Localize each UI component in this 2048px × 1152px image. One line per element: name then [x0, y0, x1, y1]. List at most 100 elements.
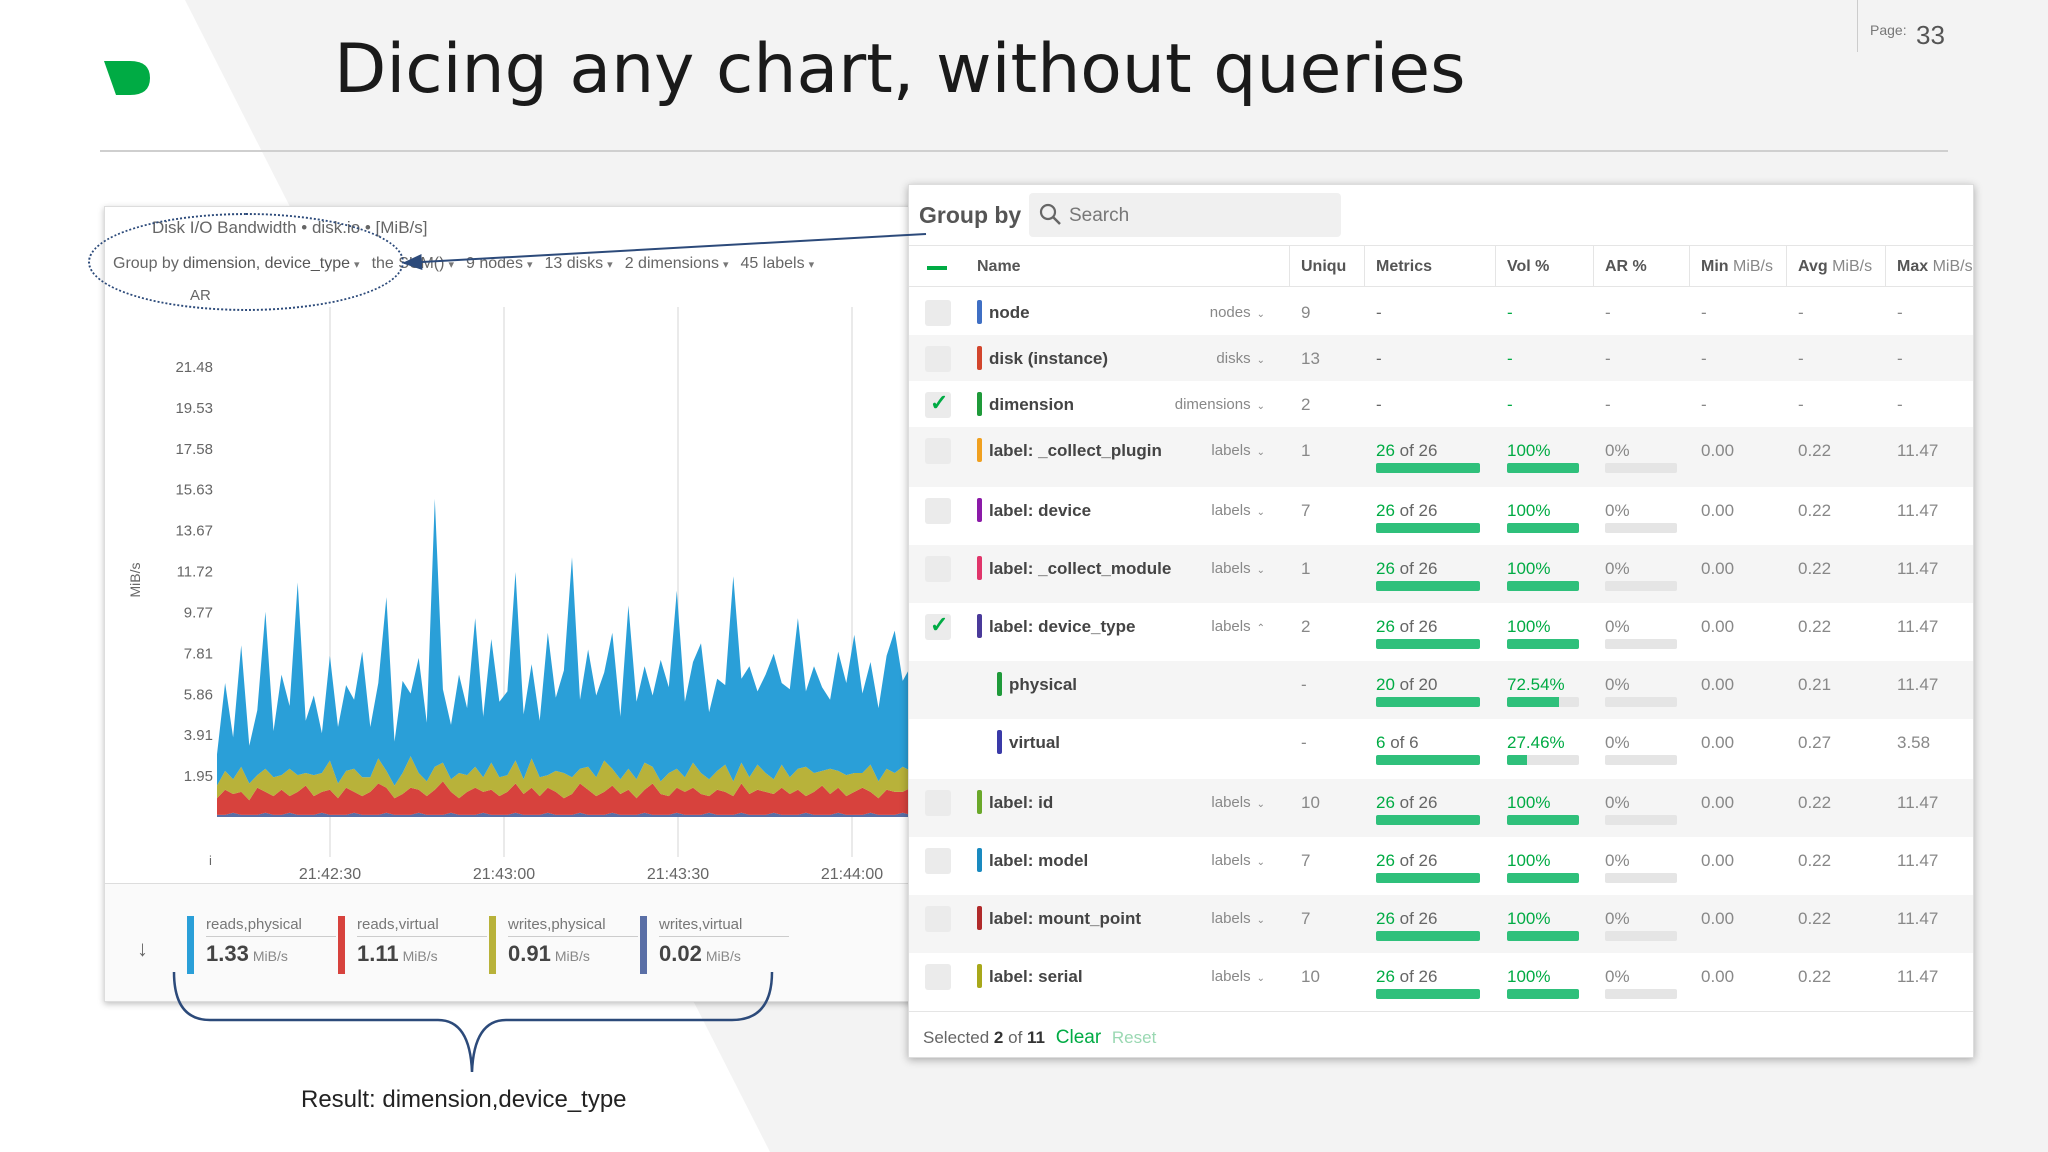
chevron-icon: ⌄: [1256, 857, 1265, 868]
group-by-row[interactable]: label: device labels ⌄ 7 26 of 26 100% 0% 0.00 0…: [909, 487, 1973, 545]
row-checkbox[interactable]: [925, 438, 951, 464]
row-group-dropdown[interactable]: nodes ⌄: [1210, 304, 1265, 321]
row-checkbox[interactable]: [925, 906, 951, 932]
row-avg: -: [1798, 395, 1804, 414]
legend-value: 0.02: [659, 941, 702, 966]
ar-progress-bar: [1605, 697, 1677, 707]
row-metrics-total: of 20: [1394, 675, 1438, 694]
header-name[interactable]: Name: [977, 258, 1021, 275]
row-name: node: [989, 303, 1030, 322]
row-min: 0.00: [1701, 675, 1735, 694]
header-uniq[interactable]: Uniqu: [1301, 258, 1347, 275]
header-ar[interactable]: AR %: [1605, 258, 1647, 275]
legend-item-writes-physical[interactable]: writes,physical 0.91 MiB/s: [489, 916, 638, 974]
chevron-icon: ⌄: [1256, 507, 1265, 518]
row-max: 11.47: [1897, 675, 1939, 694]
metrics-progress-fill: [1376, 755, 1480, 765]
title-rule: [100, 150, 1948, 152]
legend-item-writes-virtual[interactable]: writes,virtual 0.02 MiB/s: [640, 916, 789, 974]
clear-button[interactable]: Clear: [1055, 1027, 1102, 1048]
header-metrics[interactable]: Metrics: [1376, 258, 1433, 275]
row-group-dropdown[interactable]: labels ⌄: [1211, 502, 1265, 519]
group-by-row[interactable]: label: serial labels ⌄ 10 26 of 26 100% 0% 0.00…: [909, 953, 1973, 1011]
legend-unit: MiB/s: [252, 948, 288, 964]
row-metrics-count: 26: [1376, 909, 1395, 928]
arrow-down-icon[interactable]: ↓: [137, 936, 148, 961]
row-min: 0.00: [1701, 441, 1735, 460]
row-metrics: 26 of 26: [1376, 967, 1437, 987]
slide-title: Dicing any chart, without queries: [334, 30, 1466, 109]
row-checkbox[interactable]: [925, 346, 951, 372]
group-by-row[interactable]: virtual - 6 of 6 27.46% 0% 0.00 0.27 3.58: [909, 719, 1973, 779]
row-group-label: labels: [1211, 502, 1251, 519]
ar-progress-bar: [1605, 523, 1677, 533]
row-vol: 100%: [1507, 851, 1551, 870]
dimensions-dropdown[interactable]: 2 dimensions ▾: [625, 255, 729, 273]
row-group-dropdown[interactable]: labels ⌄: [1211, 560, 1265, 577]
collapse-all-icon[interactable]: [927, 266, 947, 270]
header-avg[interactable]: Avg MiB/s: [1798, 258, 1880, 276]
group-by-row[interactable]: label: mount_point labels ⌄ 7 26 of 26 100% 0%…: [909, 895, 1973, 953]
row-group-label: labels: [1211, 618, 1251, 635]
row-ar: 0%: [1605, 675, 1630, 694]
chevron-icon: ⌄: [1256, 799, 1265, 810]
page-label: Page:: [1870, 22, 1907, 38]
vol-progress-fill: [1507, 523, 1579, 533]
row-group-dropdown[interactable]: disks ⌄: [1216, 350, 1265, 367]
row-group-dropdown[interactable]: labels ⌃: [1211, 618, 1265, 635]
row-min: 0.00: [1701, 559, 1735, 578]
row-group-dropdown[interactable]: dimensions ⌄: [1175, 396, 1265, 413]
row-avg: 0.22: [1798, 909, 1832, 928]
header-vol[interactable]: Vol %: [1507, 258, 1550, 275]
row-group-dropdown[interactable]: labels ⌄: [1211, 968, 1265, 985]
group-by-row[interactable]: ✓ dimension dimensions ⌄ 2 - - - - - -: [909, 381, 1973, 427]
group-by-row[interactable]: node nodes ⌄ 9 - - - - - -: [909, 289, 1973, 335]
row-group-dropdown[interactable]: labels ⌄: [1211, 852, 1265, 869]
row-checkbox[interactable]: ✓: [925, 612, 951, 640]
row-avg: -: [1798, 349, 1804, 368]
row-checkbox[interactable]: [925, 300, 951, 326]
group-by-row[interactable]: label: id labels ⌄ 10 26 of 26 100% 0% 0.00 0.22…: [909, 779, 1973, 837]
group-by-row[interactable]: label: _collect_plugin labels ⌄ 1 26 of 26 10…: [909, 427, 1973, 487]
row-group-dropdown[interactable]: labels ⌄: [1211, 442, 1265, 459]
group-by-row[interactable]: label: _collect_module labels ⌄ 1 26 of 26 10…: [909, 545, 1973, 603]
group-by-search[interactable]: Search: [1029, 193, 1341, 237]
selected-prefix: Selected: [923, 1028, 990, 1047]
legend-item-reads-virtual[interactable]: reads,virtual 1.11 MiB/s: [338, 916, 487, 974]
row-group-dropdown[interactable]: labels ⌄: [1211, 794, 1265, 811]
vol-progress-fill: [1507, 639, 1579, 649]
row-group-dropdown[interactable]: labels ⌄: [1211, 910, 1265, 927]
row-checkbox[interactable]: ✓: [925, 390, 951, 418]
labels-dropdown[interactable]: 45 labels ▾: [741, 255, 815, 273]
row-checkbox[interactable]: [925, 498, 951, 524]
checkmark-icon: ✓: [930, 390, 949, 415]
row-metrics-count: 20: [1376, 675, 1395, 694]
row-checkbox[interactable]: [925, 964, 951, 990]
row-checkbox[interactable]: [925, 790, 951, 816]
legend-item-reads-physical[interactable]: reads,physical 1.33 MiB/s: [187, 916, 336, 974]
labels-value: 45 labels: [740, 255, 805, 272]
legend-value: 1.11: [357, 941, 399, 966]
row-min: 0.00: [1701, 617, 1735, 636]
row-group-label: labels: [1211, 852, 1251, 869]
group-by-row[interactable]: disk (instance) disks ⌄ 13 - - - - - -: [909, 335, 1973, 381]
row-name: label: _collect_plugin: [989, 441, 1162, 460]
chevron-icon: ⌃: [1256, 623, 1265, 634]
row-max: 11.47: [1897, 967, 1939, 986]
header-max[interactable]: Max MiB/s: [1897, 258, 1973, 276]
selected-total: 11: [1027, 1028, 1046, 1047]
row-checkbox[interactable]: [925, 848, 951, 874]
group-by-row[interactable]: label: model labels ⌄ 7 26 of 26 100% 0% 0.00 0.…: [909, 837, 1973, 895]
row-metrics-count: 26: [1376, 441, 1395, 460]
row-metrics-count: 26: [1376, 967, 1395, 986]
y-tick-label: 21.48: [175, 359, 213, 376]
disks-dropdown[interactable]: 13 disks ▾: [544, 255, 612, 273]
group-by-row[interactable]: ✓ label: device_type labels ⌃ 2 26 of 26 100% 0…: [909, 603, 1973, 661]
row-vol: 72.54%: [1507, 675, 1565, 694]
group-by-row[interactable]: physical - 20 of 20 72.54% 0% 0.00 0.21 11.47: [909, 661, 1973, 719]
reset-button[interactable]: Reset: [1111, 1028, 1157, 1047]
row-unique: 1: [1301, 559, 1311, 578]
row-checkbox[interactable]: [925, 556, 951, 582]
y-tick-label: 7.81: [184, 645, 213, 662]
header-min[interactable]: Min MiB/s: [1701, 258, 1783, 276]
